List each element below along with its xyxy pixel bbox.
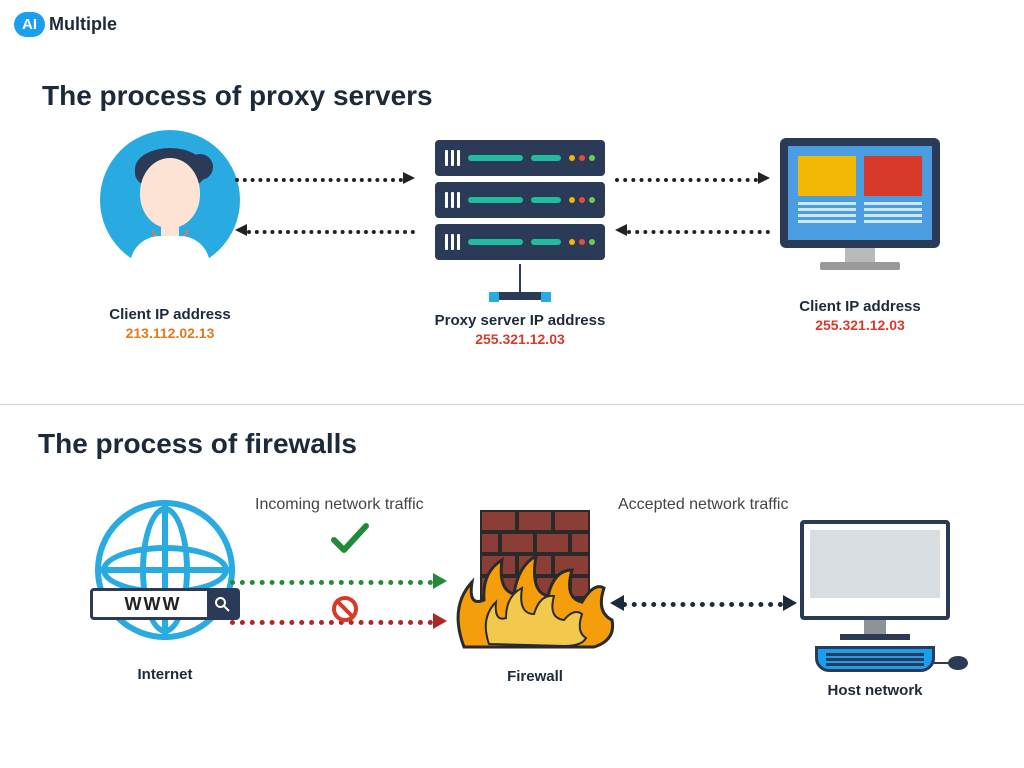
website-node: Client IP address 255.321.12.03 [760,138,960,333]
host-label: Host network [780,682,970,699]
incoming-traffic-label: Incoming network traffic [255,496,424,514]
firewall-label: Firewall [440,668,630,685]
section2-title: The process of firewalls [38,428,357,460]
arrow-proxy-to-client [247,230,415,234]
proxy-ip: 255.321.12.03 [410,331,630,347]
arrow-head-icon [433,613,447,629]
brand-logo: AI Multiple [14,12,117,37]
brand-badge: AI [14,12,45,37]
mouse-icon [948,656,968,670]
brand-name: Multiple [49,14,117,35]
internet-node: WWW Internet [80,500,250,683]
proxy-label: Proxy server IP address [410,312,630,329]
www-search-bar: WWW [90,588,240,620]
host-computer-icon [790,520,960,672]
client-ip: 213.112.02.13 [70,325,270,341]
server-stack-icon [435,140,605,300]
firewall-node: Firewall [440,510,630,685]
section1-title: The process of proxy servers [42,80,433,112]
proxy-node: Proxy server IP address 255.321.12.03 [410,140,630,347]
section-divider [0,404,1024,405]
website-label: Client IP address [760,298,960,315]
arrow-head-icon [235,224,247,236]
website-monitor-icon [780,138,940,270]
client-avatar-icon [100,130,240,270]
arrow-head-icon [783,595,797,611]
firewall-icon [450,510,620,660]
search-icon [207,591,237,617]
internet-label: Internet [80,666,250,683]
website-ip: 255.321.12.03 [760,317,960,333]
arrow-proxy-to-site [615,178,758,182]
client-label: Client IP address [70,306,270,323]
arrow-accepted [622,602,783,607]
www-text: WWW [93,594,207,615]
arrow-incoming-allowed [230,580,433,585]
check-icon [330,520,370,561]
arrow-head-icon [615,224,627,236]
arrow-client-to-proxy [235,178,403,182]
globe-icon: WWW [90,500,240,650]
host-node: Host network [780,520,970,699]
arrow-incoming-blocked [230,620,433,625]
arrow-head-icon [610,595,624,611]
keyboard-icon [815,646,935,672]
accepted-traffic-label: Accepted network traffic [618,496,788,514]
arrow-head-icon [758,172,770,184]
arrow-head-icon [433,573,447,589]
arrow-site-to-proxy [627,230,770,234]
flame-icon [444,552,624,652]
block-icon [332,596,358,622]
arrow-head-icon [403,172,415,184]
